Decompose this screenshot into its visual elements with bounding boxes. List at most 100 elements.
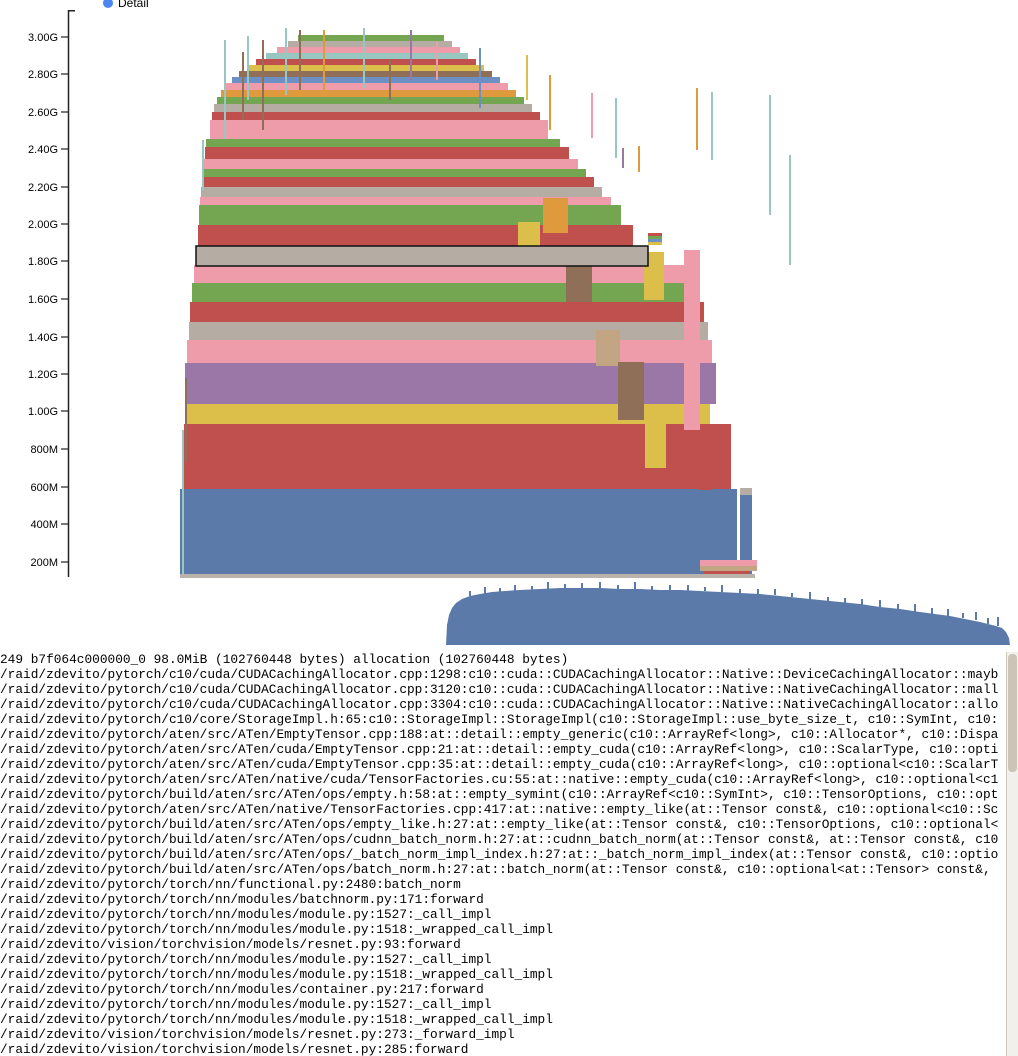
- allocation-band[interactable]: [200, 197, 611, 205]
- allocation-spike[interactable]: [299, 30, 301, 90]
- allocation-band[interactable]: [184, 424, 731, 489]
- allocation-band[interactable]: [740, 488, 752, 495]
- allocation-spike[interactable]: [769, 95, 771, 215]
- allocation-band[interactable]: [648, 236, 662, 239]
- allocation-band[interactable]: [199, 205, 621, 225]
- allocation-band[interactable]: [247, 65, 484, 71]
- allocation-band[interactable]: [187, 340, 712, 363]
- minimap-spike: [499, 588, 501, 592]
- stack-frame: /raid/zdevito/pytorch/c10/cuda/CUDACachi…: [0, 667, 999, 682]
- allocation-band[interactable]: [214, 104, 532, 112]
- minimap-spike: [962, 613, 964, 618]
- allocation-spike[interactable]: [182, 430, 184, 574]
- allocation-band[interactable]: [185, 404, 710, 424]
- allocation-spikes[interactable]: [182, 28, 791, 574]
- stack-frame: /raid/zdevito/pytorch/torch/nn/modules/b…: [0, 892, 484, 907]
- allocation-spike[interactable]: [549, 75, 551, 130]
- allocation-spike[interactable]: [323, 30, 325, 92]
- allocation-band[interactable]: [645, 420, 666, 468]
- legend-item-detail[interactable]: Detail: [103, 0, 149, 10]
- selection-layer[interactable]: [195, 245, 649, 267]
- stack-frame: /raid/zdevito/pytorch/aten/src/ATen/cuda…: [0, 742, 999, 757]
- stack-frame: /raid/zdevito/pytorch/build/aten/src/ATe…: [0, 832, 999, 847]
- allocation-band[interactable]: [194, 265, 696, 283]
- minimap-silhouette[interactable]: [446, 588, 1010, 645]
- allocation-band[interactable]: [644, 252, 664, 300]
- allocation-band[interactable]: [206, 139, 560, 147]
- allocation-band[interactable]: [740, 495, 752, 574]
- allocation-band[interactable]: [618, 362, 644, 420]
- allocation-band[interactable]: [256, 59, 476, 65]
- minimap-spike: [651, 586, 653, 590]
- allocation-spike[interactable]: [696, 88, 698, 150]
- allocation-band[interactable]: [210, 120, 548, 139]
- allocation-band[interactable]: [648, 242, 662, 245]
- allocation-spike[interactable]: [247, 36, 249, 100]
- allocation-band[interactable]: [203, 169, 586, 177]
- allocation-band[interactable]: [212, 112, 540, 120]
- allocation-band[interactable]: [226, 83, 508, 90]
- allocation-band[interactable]: [277, 47, 460, 53]
- minimap-spike: [861, 599, 863, 605]
- allocation-spike[interactable]: [622, 148, 624, 168]
- detail-panel-scrollbar[interactable]: [1006, 652, 1018, 1056]
- allocation-band[interactable]: [684, 250, 700, 430]
- allocation-band[interactable]: [180, 574, 755, 578]
- allocation-band[interactable]: [648, 233, 662, 236]
- allocation-spike[interactable]: [789, 155, 791, 265]
- allocation-band[interactable]: [543, 198, 568, 233]
- allocation-band[interactable]: [239, 71, 492, 77]
- allocation-spike[interactable]: [479, 48, 481, 108]
- allocation-band[interactable]: [700, 430, 712, 490]
- scrollbar-thumb[interactable]: [1008, 654, 1017, 772]
- allocation-band[interactable]: [518, 222, 540, 247]
- allocation-band[interactable]: [596, 330, 620, 366]
- allocation-spike[interactable]: [185, 378, 187, 462]
- stack-frame: /raid/zdevito/pytorch/torch/nn/modules/m…: [0, 997, 492, 1012]
- allocation-band[interactable]: [298, 35, 444, 41]
- allocation-band[interactable]: [700, 560, 757, 566]
- allocation-spike[interactable]: [591, 93, 593, 138]
- allocation-spike[interactable]: [285, 28, 287, 95]
- allocation-spike[interactable]: [615, 98, 617, 158]
- selected-allocation[interactable]: [195, 245, 649, 267]
- allocation-band[interactable]: [204, 159, 578, 169]
- allocation-band[interactable]: [180, 489, 737, 574]
- allocation-band[interactable]: [190, 302, 704, 322]
- allocation-spike[interactable]: [410, 30, 412, 80]
- minimap-spike: [721, 585, 723, 592]
- allocation-spike[interactable]: [224, 40, 226, 139]
- minimap-spike: [827, 597, 829, 601]
- allocation-band[interactable]: [288, 41, 452, 47]
- stack-frame: /raid/zdevito/pytorch/build/aten/src/ATe…: [0, 817, 999, 832]
- allocation-spike[interactable]: [363, 28, 365, 88]
- allocation-spike[interactable]: [389, 60, 391, 100]
- allocation-band[interactable]: [232, 77, 500, 83]
- stack-frame: /raid/zdevito/pytorch/torch/nn/modules/m…: [0, 922, 553, 937]
- stack-frame: /raid/zdevito/pytorch/torch/nn/modules/m…: [0, 1012, 553, 1027]
- overview-minimap[interactable]: [446, 582, 1010, 645]
- allocation-stack[interactable]: [180, 35, 757, 578]
- allocation-band[interactable]: [201, 187, 602, 197]
- allocation-spike[interactable]: [202, 140, 204, 190]
- allocation-band[interactable]: [205, 147, 569, 159]
- memory-timeline-chart[interactable]: 3.00G 2.80G 2.60G 2.40G 2.20G 2.00G 1.80G 1.60G…: [0, 0, 1018, 652]
- allocation-spike[interactable]: [638, 146, 640, 172]
- minimap-spike: [704, 587, 706, 591]
- allocation-band[interactable]: [700, 566, 757, 571]
- allocation-spike[interactable]: [436, 42, 438, 80]
- allocation-detail-panel[interactable]: 249 b7f064c000000_0 98.0MiB (102760448 b…: [0, 652, 1006, 1056]
- minimap-spike: [997, 617, 999, 626]
- allocation-band[interactable]: [217, 97, 524, 104]
- allocation-band[interactable]: [192, 283, 700, 302]
- allocation-band[interactable]: [221, 90, 516, 97]
- allocation-band[interactable]: [704, 571, 750, 574]
- allocation-band[interactable]: [266, 53, 468, 59]
- allocation-band[interactable]: [189, 322, 708, 340]
- allocation-spike[interactable]: [262, 40, 264, 130]
- allocation-spike[interactable]: [526, 55, 528, 100]
- allocation-band[interactable]: [202, 177, 594, 187]
- allocation-spike[interactable]: [711, 92, 713, 160]
- allocation-spike[interactable]: [242, 52, 244, 120]
- allocation-band[interactable]: [648, 239, 662, 242]
